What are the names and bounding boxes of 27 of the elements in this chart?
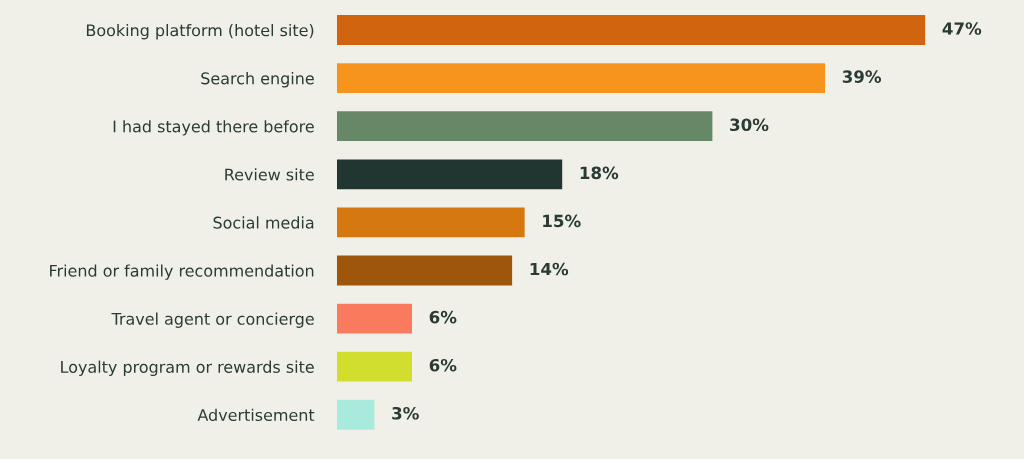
y-tick-label: Advertisement [197,408,315,422]
data-label: 30% [730,118,769,132]
bar [336,15,926,45]
y-tick-label: Loyalty program or rewards site [61,360,314,377]
bar [336,63,826,94]
data-label: 3% [392,406,419,420]
bar [336,111,713,142]
y-tick-label: Travel agent or concierge [111,312,314,328]
y-tick-label: Search engine [201,72,314,88]
data-label: 18% [580,166,619,180]
y-tick-label: Social media [213,216,314,229]
y-tick-label: Review site [225,168,314,181]
y-tick-label: Booking platform (hotel site) [86,23,314,40]
data-label: 14% [530,262,569,276]
y-tick-label: I had stayed there before [113,120,314,136]
data-label: 6% [429,310,457,324]
bar [336,351,412,382]
bar [336,399,375,430]
bar [336,303,412,334]
data-label: 6% [429,358,457,372]
y-tick-label: Friend or family recommendation [50,264,314,280]
bar [336,255,513,286]
data-label: 39% [842,70,882,83]
data-label: 47% [942,22,982,35]
bar [336,207,525,238]
bar [336,159,563,190]
data-label: 15% [543,214,581,228]
